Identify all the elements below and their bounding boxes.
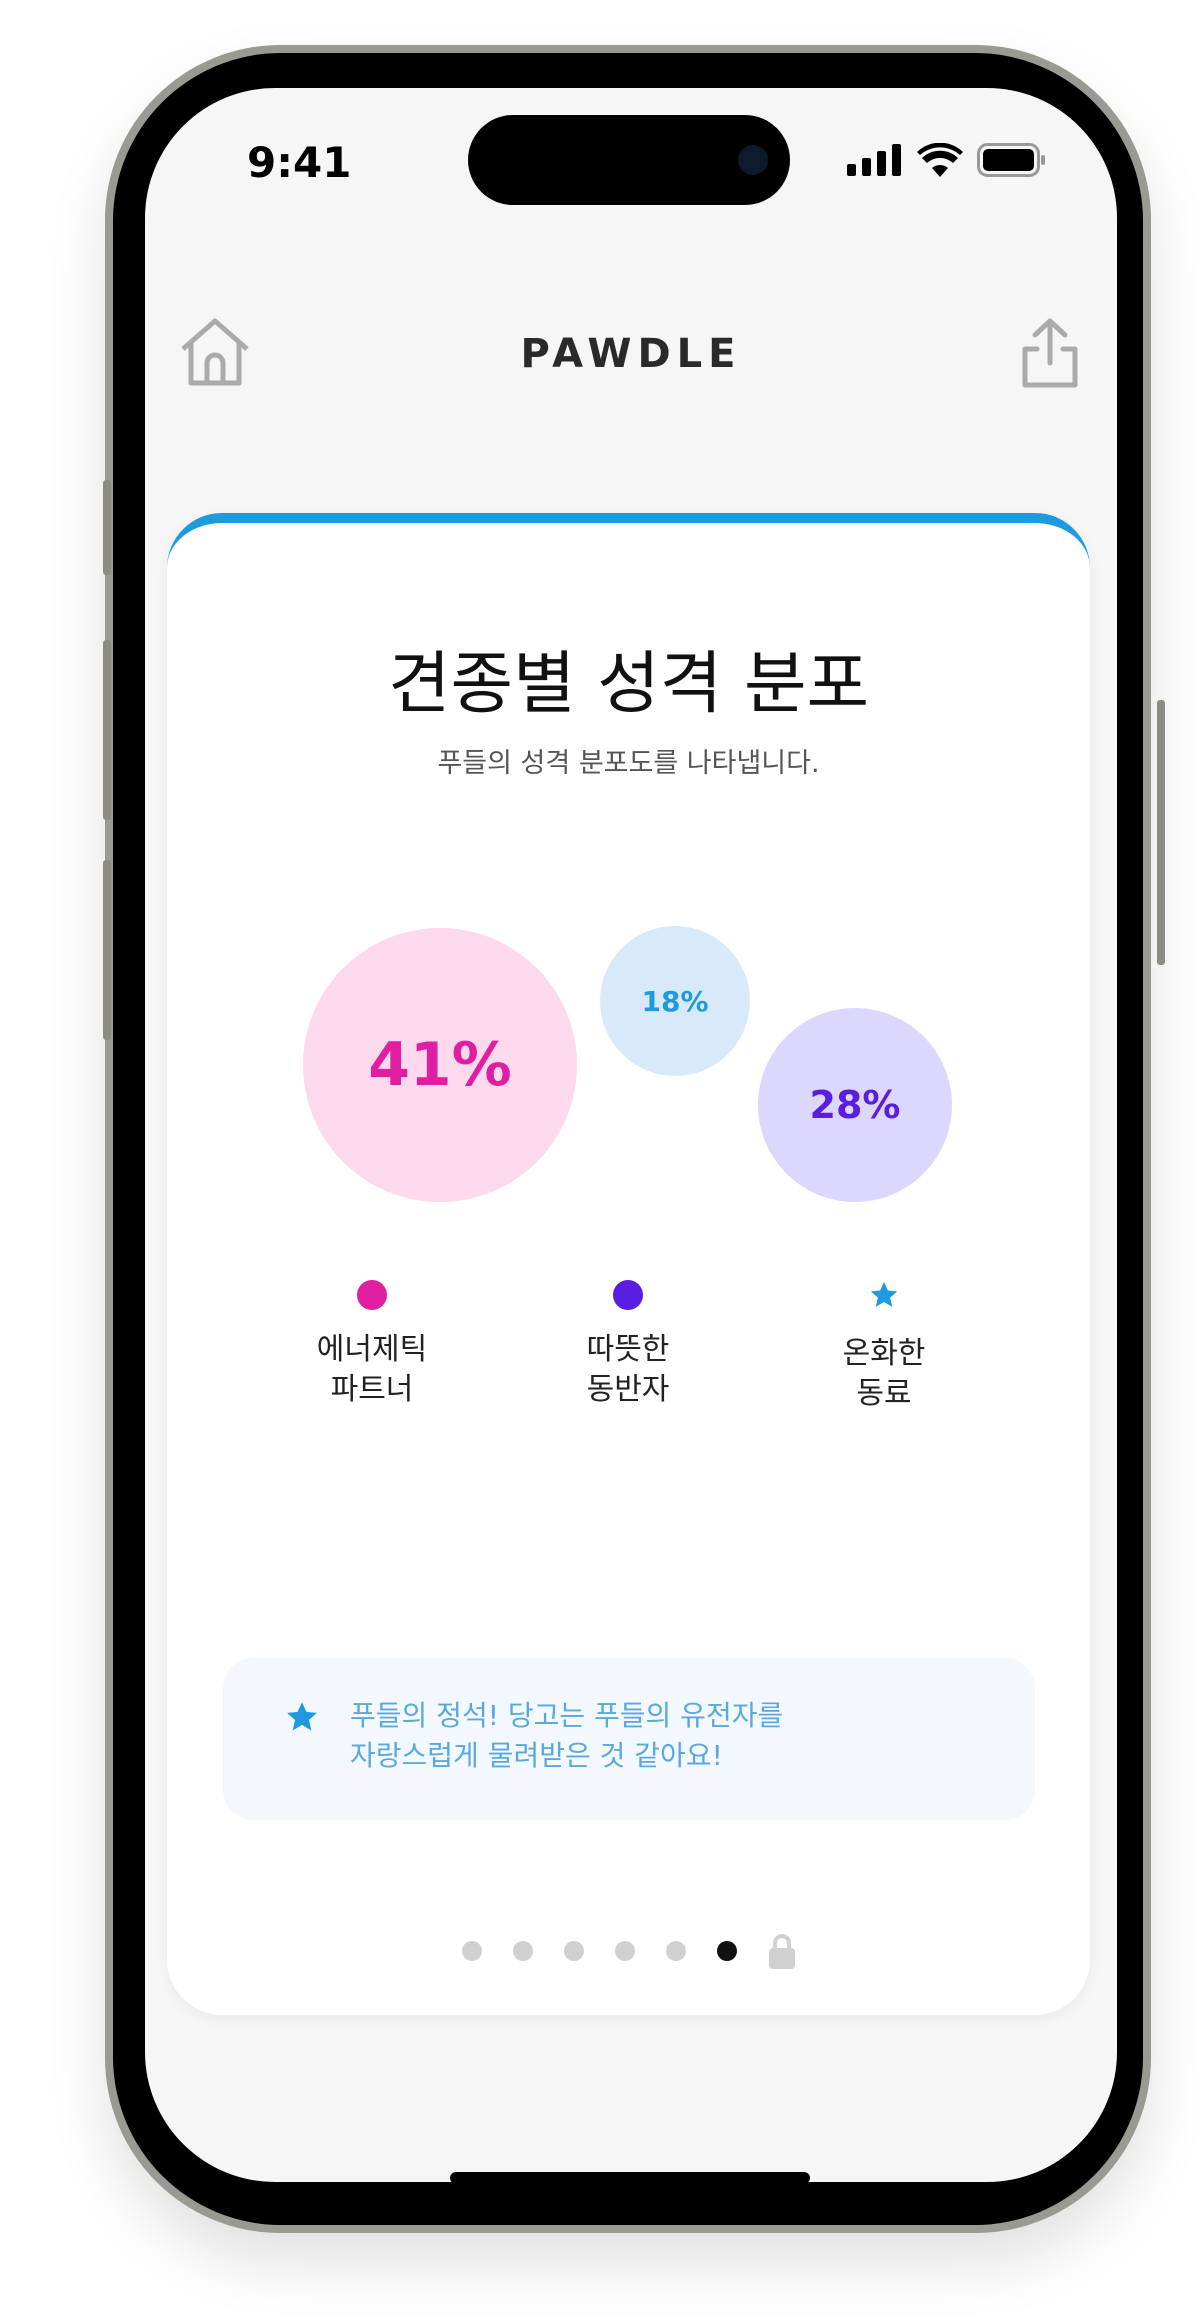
legend-item-warm: 따뜻한 동반자	[528, 1280, 728, 1410]
star-icon	[287, 1702, 317, 1731]
dynamic-island	[468, 115, 790, 205]
legend-label: 따뜻한	[586, 1332, 670, 1367]
lock-icon[interactable]	[768, 1933, 796, 1969]
personality-card: 견종별 성격 분포 푸들의 성격 분포도를 나타냅니다. 41% 18% 28%…	[167, 513, 1090, 2015]
card-title: 견종별 성격 분포	[387, 645, 870, 724]
camera-icon	[738, 145, 768, 175]
card-subtitle: 푸들의 성격 분포도를 나타냅니다.	[437, 748, 820, 779]
legend-label: 파트너	[330, 1372, 414, 1407]
share-icon[interactable]	[1015, 313, 1085, 393]
legend-label: 온화한	[842, 1336, 926, 1371]
page-dot[interactable]	[512, 1941, 533, 1961]
app-logo: PAWDLE	[520, 331, 742, 377]
home-indicator[interactable]	[450, 2172, 810, 2182]
info-box: 푸들의 정석! 당고는 푸들의 유전자를 자랑스럽게 물려받은 것 같아요!	[223, 1658, 1035, 1820]
legend-dot-icon	[613, 1280, 643, 1310]
page-dot[interactable]	[665, 1941, 686, 1961]
info-text: 푸들의 정석! 당고는 푸들의 유전자를 자랑스럽게 물려받은 것 같아요!	[350, 1696, 783, 1776]
info-line: 자랑스럽게 물려받은 것 같아요!	[350, 1739, 723, 1772]
legend-label: 에너제틱	[316, 1332, 428, 1367]
wifi-icon	[917, 143, 963, 177]
volume-down-button	[103, 860, 111, 1040]
volume-up-button	[103, 640, 111, 820]
bubble-gentle: 18%	[600, 926, 750, 1076]
action-button	[103, 480, 111, 575]
signal-icon	[847, 144, 901, 176]
legend-item-gentle: 온화한 동료	[784, 1280, 984, 1414]
screen: 9:41 PAWDLE 견종별 성격 분포 푸들의 성격 분포도를 나타냅니다.…	[145, 88, 1117, 2182]
status-time: 9:41	[247, 138, 352, 187]
page-dot[interactable]	[716, 1941, 737, 1961]
page-dot[interactable]	[614, 1941, 635, 1961]
page-dot[interactable]	[563, 1941, 584, 1961]
legend-item-energetic: 에너제틱 파트너	[272, 1280, 472, 1410]
legend-dot-icon	[357, 1280, 387, 1310]
bubble-warm: 28%	[758, 1008, 952, 1202]
status-icons	[847, 143, 1047, 177]
legend-label: 동료	[856, 1376, 912, 1411]
app-header: PAWDLE	[145, 313, 1117, 393]
page-dot[interactable]	[461, 1941, 482, 1961]
power-button	[1157, 700, 1165, 965]
star-icon	[870, 1281, 898, 1307]
bubble-energetic: 41%	[303, 928, 577, 1202]
info-line: 푸들의 정석! 당고는 푸들의 유전자를	[350, 1699, 784, 1732]
battery-icon	[977, 143, 1045, 177]
legend-label: 동반자	[586, 1372, 670, 1407]
page-indicator	[167, 1933, 1090, 1969]
home-icon[interactable]	[175, 313, 255, 393]
